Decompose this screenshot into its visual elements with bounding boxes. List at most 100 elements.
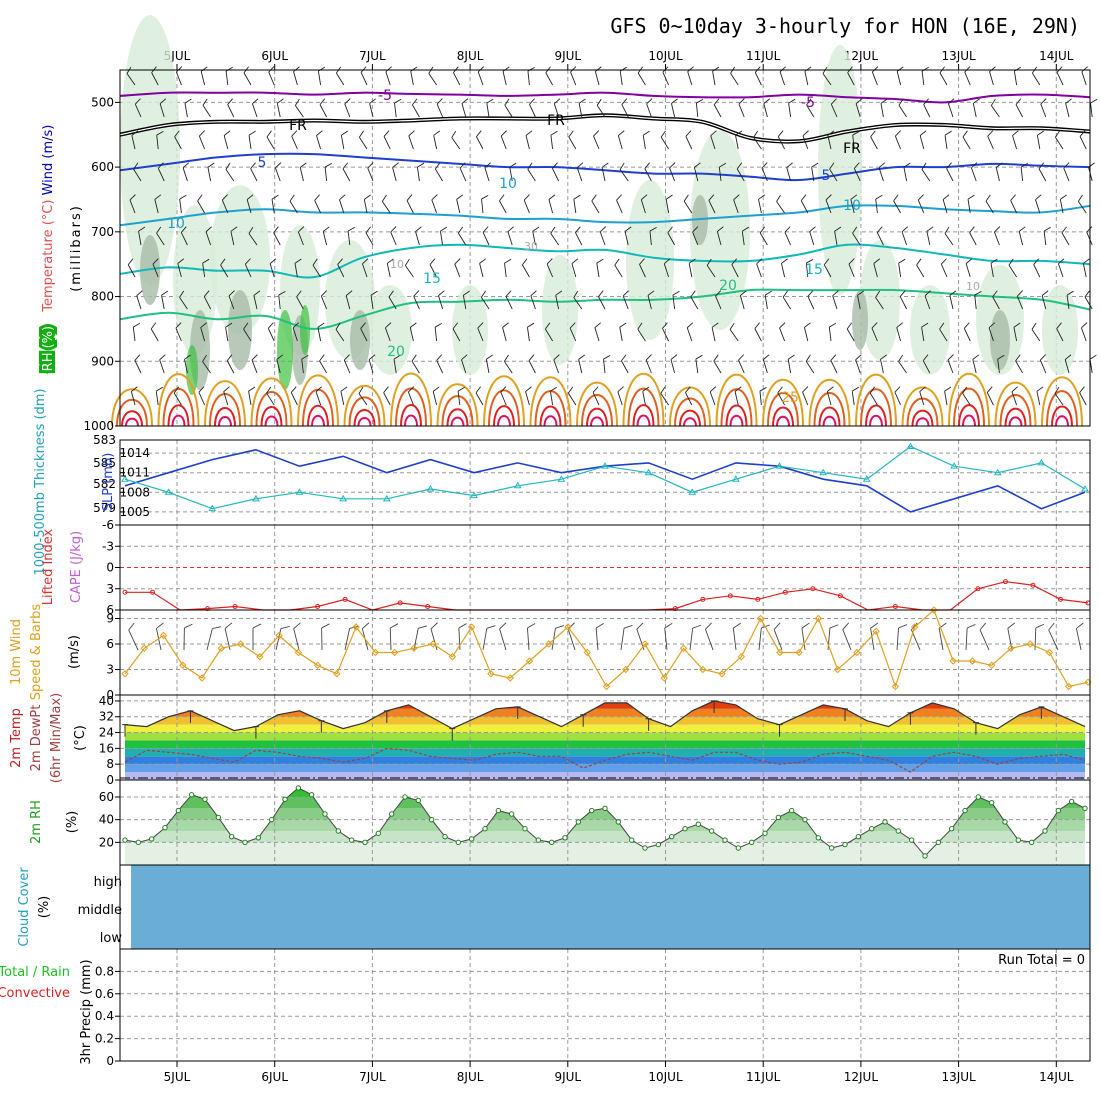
wind-barb bbox=[1015, 98, 1023, 118]
barb-flag bbox=[948, 98, 955, 105]
barb-staff bbox=[271, 199, 275, 214]
barb-staff bbox=[919, 135, 925, 150]
surface-wind-barb bbox=[758, 624, 770, 650]
barb-staff bbox=[732, 628, 737, 651]
y-tick-label: -3 bbox=[102, 539, 114, 553]
barb-staff bbox=[177, 263, 182, 278]
barb-staff bbox=[1063, 167, 1070, 182]
barb-flag bbox=[734, 386, 742, 392]
temp-band bbox=[125, 700, 1085, 701]
barb-staff bbox=[243, 328, 252, 342]
barb-staff bbox=[408, 135, 414, 150]
barb-flag bbox=[134, 354, 141, 361]
barb-flag bbox=[457, 386, 465, 392]
barb-staff bbox=[969, 232, 977, 246]
barb-staff bbox=[985, 200, 994, 214]
wind-speed-marker bbox=[371, 648, 380, 657]
wind-barb bbox=[644, 162, 652, 182]
barb-staff bbox=[1012, 135, 1018, 150]
barb-staff bbox=[805, 263, 809, 278]
barb-staff bbox=[834, 231, 838, 246]
wind-speed-marker bbox=[217, 644, 226, 652]
temp-band bbox=[125, 764, 1085, 773]
barb-staff bbox=[567, 392, 577, 406]
barb-staff bbox=[278, 295, 281, 310]
barb-staff bbox=[637, 329, 646, 342]
contour-label: 15 bbox=[805, 262, 823, 278]
barb-flag bbox=[593, 130, 600, 137]
barb-flag bbox=[671, 98, 678, 104]
barb-staff bbox=[1015, 360, 1023, 374]
wind-speed-marker bbox=[140, 644, 148, 652]
barb-staff bbox=[761, 167, 768, 182]
wind-barb bbox=[923, 98, 931, 118]
barb-staff bbox=[571, 263, 577, 278]
wind-barb bbox=[617, 386, 624, 406]
barb-staff bbox=[266, 136, 275, 150]
wind-speed-marker bbox=[313, 661, 322, 669]
wind-barb bbox=[989, 66, 996, 86]
wind-barb bbox=[596, 98, 606, 118]
wind-barb bbox=[758, 194, 765, 214]
wind-speed-marker bbox=[1065, 682, 1073, 691]
rh-marker bbox=[362, 839, 368, 846]
lifted-index-marker bbox=[755, 596, 761, 602]
series-SLP bbox=[124, 448, 1086, 513]
rh-marker bbox=[1015, 837, 1022, 843]
barb-flag bbox=[499, 194, 505, 202]
barb-staff bbox=[504, 263, 507, 278]
rh-marker bbox=[722, 837, 728, 843]
rh-marker bbox=[682, 826, 688, 832]
wind-barb bbox=[800, 194, 809, 214]
barb-flag bbox=[740, 290, 747, 296]
barb-staff bbox=[392, 167, 397, 182]
barb-flag bbox=[278, 290, 286, 296]
wind-barb bbox=[807, 290, 815, 310]
barb-staff bbox=[385, 71, 391, 86]
thickness-marker bbox=[121, 475, 129, 482]
barb-staff bbox=[730, 73, 739, 86]
wind-barb bbox=[709, 386, 717, 406]
wind-barb bbox=[876, 226, 884, 246]
barb-staff bbox=[665, 199, 670, 214]
wind-barb bbox=[525, 386, 532, 406]
barb-flag bbox=[159, 354, 166, 361]
barb-staff bbox=[987, 136, 994, 150]
barb-flag bbox=[875, 290, 881, 298]
lifted-index-line bbox=[125, 581, 1089, 611]
barb-staff bbox=[693, 167, 699, 182]
wind-barb bbox=[410, 66, 418, 86]
barb-flag bbox=[568, 130, 574, 138]
barb-staff bbox=[852, 135, 855, 150]
barb-flag bbox=[358, 386, 364, 394]
barb-staff bbox=[645, 359, 652, 374]
barb-flag bbox=[591, 194, 597, 202]
wind-barb bbox=[669, 162, 676, 182]
barb-flag bbox=[895, 130, 902, 137]
barb-flag bbox=[504, 98, 510, 106]
wind-speed-marker bbox=[256, 653, 264, 661]
barb-flag bbox=[248, 386, 256, 392]
wind-barb bbox=[368, 354, 376, 374]
rh-marker bbox=[975, 794, 982, 800]
surface-wind-barb bbox=[896, 624, 907, 650]
wind-barb bbox=[523, 194, 530, 214]
barb-staff bbox=[939, 72, 948, 86]
barb-staff bbox=[436, 360, 444, 374]
barb-flag bbox=[461, 98, 469, 104]
wind-barb bbox=[363, 194, 371, 214]
barb-flag bbox=[360, 66, 367, 73]
wind-barb bbox=[500, 386, 507, 406]
barb-flag bbox=[985, 194, 991, 202]
wind-barb bbox=[367, 162, 374, 182]
barb-staff bbox=[620, 628, 625, 651]
wind-barb bbox=[594, 66, 602, 86]
barb-staff bbox=[685, 392, 693, 406]
barb-staff bbox=[753, 137, 762, 150]
rh-blob bbox=[210, 185, 270, 335]
wind-barb bbox=[637, 322, 646, 342]
barb-staff bbox=[1040, 103, 1047, 118]
barb-staff bbox=[878, 167, 884, 182]
